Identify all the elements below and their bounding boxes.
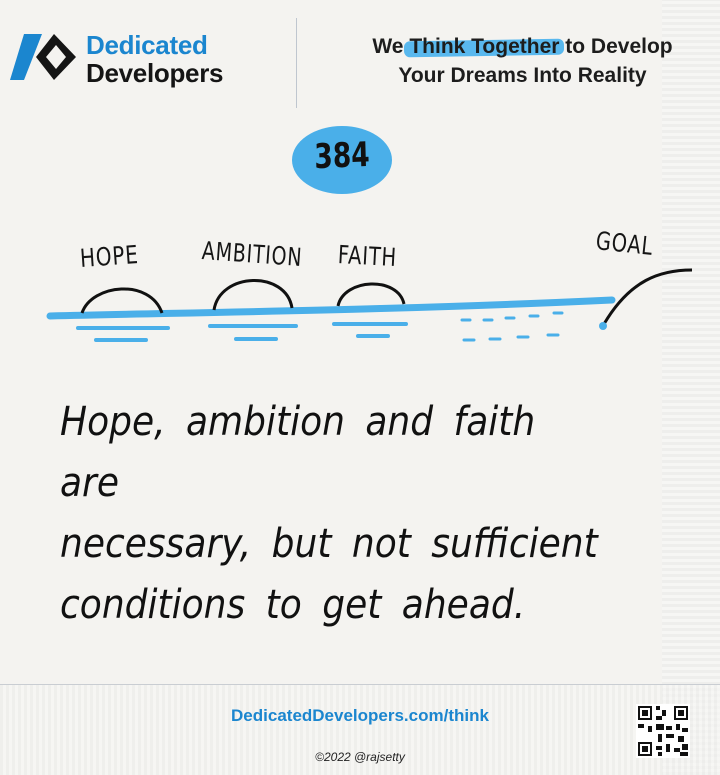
bridge-illustration (46, 268, 693, 342)
label-faith: FAITH (337, 240, 398, 273)
tagline-line2: Your Dreams Into Reality (398, 64, 647, 87)
brand-name-line1: Dedicated (86, 30, 208, 60)
paper-texture-edge (662, 0, 720, 775)
label-hope: HOPE (78, 239, 140, 273)
header-divider (296, 18, 297, 108)
quote-line1: Hope, ambition and faith are (60, 399, 536, 506)
brand-name-line2: Developers (86, 58, 224, 88)
quote-line2: necessary, but not sufficient (60, 521, 598, 567)
tagline: We Think Together to Develop Your Dreams… (330, 32, 715, 90)
quote-line3: conditions to get ahead. (60, 582, 526, 628)
chevron-logo-icon (10, 34, 76, 80)
tagline-highlight: Think Together (409, 35, 560, 58)
tagline-prefix: We (372, 35, 410, 58)
footer-link[interactable]: DedicatedDevelopers.com/think (231, 706, 489, 725)
paper-texture-footer (0, 685, 720, 775)
qr-code-icon[interactable] (636, 704, 690, 758)
header: Dedicated Developers We Think Together t… (0, 0, 720, 110)
number-badge (292, 126, 392, 194)
copyright-text: ©2022 @rajsetty (315, 750, 405, 764)
tagline-suffix: to Develop (559, 35, 673, 58)
number-text: 384 (313, 134, 371, 178)
quote-text: Hope, ambition and faith are necessary, … (60, 392, 600, 636)
label-goal: GOAL (594, 226, 655, 261)
footer-divider (0, 684, 720, 685)
